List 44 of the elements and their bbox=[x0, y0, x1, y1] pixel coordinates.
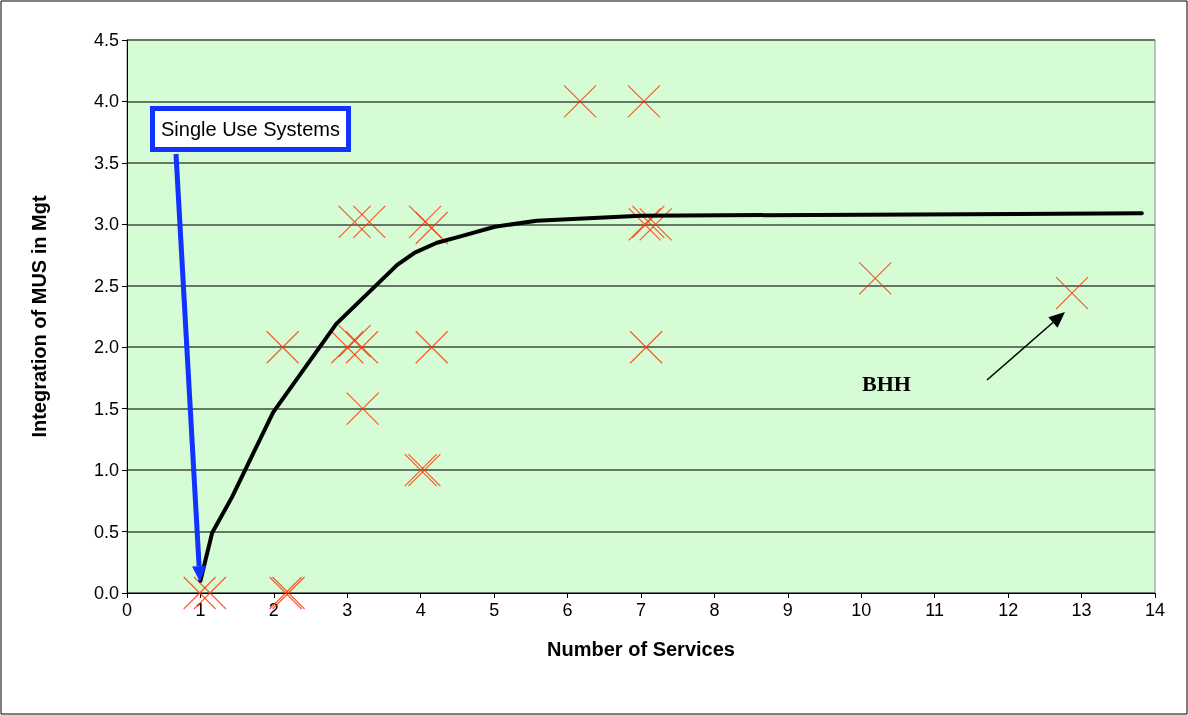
y-tick-label: 4.5 bbox=[93, 30, 119, 50]
point bbox=[563, 84, 597, 119]
point bbox=[415, 211, 449, 245]
point bbox=[858, 261, 892, 295]
x-tick-label: 0 bbox=[121, 600, 133, 620]
point bbox=[629, 330, 663, 364]
point bbox=[408, 205, 442, 239]
x-tick-label: 6 bbox=[562, 600, 573, 620]
x-tick-label: 1 bbox=[195, 600, 206, 620]
x-tick-label: 9 bbox=[782, 600, 793, 620]
x-tick-label: 5 bbox=[489, 600, 500, 620]
x-tick-label: 14 bbox=[1144, 600, 1166, 620]
y-tick-label: 4.0 bbox=[93, 91, 119, 112]
y-axis-title: Integration of MUS in Mgt bbox=[28, 195, 50, 438]
y-tick-label: 3.5 bbox=[93, 152, 119, 173]
annotation: BHH bbox=[862, 371, 911, 396]
annotation: Single Use Systems bbox=[150, 106, 351, 152]
x-tick-label: 3 bbox=[342, 600, 353, 620]
point bbox=[330, 330, 364, 364]
y-tick-label: 2.5 bbox=[93, 275, 119, 296]
point bbox=[639, 207, 673, 241]
point bbox=[346, 392, 380, 426]
point bbox=[352, 205, 386, 239]
point bbox=[1055, 276, 1089, 310]
x-tick-label: 7 bbox=[635, 600, 647, 620]
y-tick-label: 1.5 bbox=[93, 398, 119, 419]
point bbox=[338, 205, 372, 239]
point bbox=[338, 324, 372, 358]
point bbox=[415, 330, 449, 364]
y-tick-label: 1.0 bbox=[93, 460, 119, 481]
point bbox=[627, 84, 661, 119]
x-tick-label: 12 bbox=[998, 600, 1019, 620]
point bbox=[345, 330, 379, 364]
x-tick-label: 10 bbox=[851, 600, 872, 620]
y-tick-label: 0.5 bbox=[93, 521, 119, 542]
y-tick-label: 0.0 bbox=[93, 583, 119, 603]
x-tick-label: 8 bbox=[709, 600, 720, 620]
x-tick-label: 11 bbox=[925, 600, 945, 620]
point bbox=[266, 330, 300, 364]
x-tick-label: 4 bbox=[415, 600, 426, 620]
y-tick-label: 3.0 bbox=[93, 214, 119, 235]
x-axis-title: Number of Services bbox=[547, 638, 735, 660]
x-tick-label: 13 bbox=[1071, 600, 1092, 620]
y-tick-label: 2.0 bbox=[93, 337, 119, 358]
